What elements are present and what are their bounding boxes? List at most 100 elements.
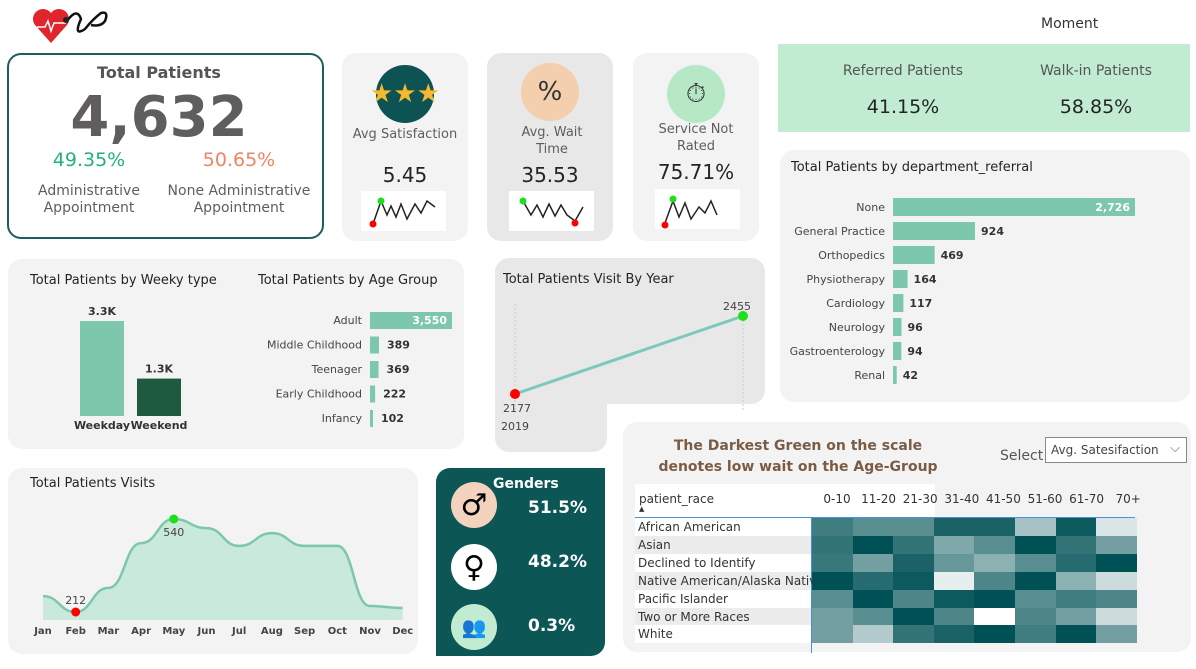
heatmap-cell[interactable] <box>812 571 853 590</box>
heatmap-cell[interactable] <box>933 553 975 572</box>
heatmap-cell[interactable] <box>1055 589 1097 608</box>
admin-label: Administrative Appointment <box>38 183 140 216</box>
kpi-value: 35.53 <box>521 163 579 187</box>
percent-clock-icon: % <box>521 63 579 121</box>
data-label: 2455 <box>723 300 751 313</box>
category-label: None <box>856 201 885 214</box>
heatmap-cell[interactable] <box>1055 518 1097 536</box>
heatmap-cell[interactable] <box>1015 553 1056 572</box>
heatmap-cell[interactable] <box>852 589 894 608</box>
heatmap-cell[interactable] <box>852 571 894 590</box>
heatmap-cell[interactable] <box>812 535 853 554</box>
row-label: White <box>638 627 673 642</box>
heatmap-cell[interactable] <box>1015 589 1056 608</box>
category-label: Infancy <box>322 412 363 425</box>
heatmap-cell[interactable] <box>893 553 934 572</box>
gender-value: 48.2% <box>528 552 587 572</box>
category-label: Teenager <box>311 363 363 376</box>
heatmap-cell[interactable] <box>974 607 1015 626</box>
kpi-label: Avg. Wait Time <box>521 125 583 157</box>
heatmap-cell[interactable] <box>933 589 975 608</box>
heatmap-cell[interactable] <box>893 589 934 608</box>
select-value: Avg. Satesifaction <box>1051 443 1159 457</box>
gender-value: 0.3% <box>528 616 576 636</box>
group-icon: 👥 <box>451 604 497 650</box>
series-line <box>42 517 403 614</box>
column-header: 11-20 <box>861 492 897 506</box>
heatmap-cell[interactable] <box>893 518 934 536</box>
moment-label: Moment <box>1041 16 1099 32</box>
heatmap-cell[interactable] <box>933 571 975 590</box>
data-label: 94 <box>907 345 923 358</box>
heatmap-cell[interactable] <box>852 518 894 536</box>
data-label: 3,550 <box>412 314 447 327</box>
heatmap-cell[interactable] <box>893 607 934 626</box>
heatmap-cell[interactable] <box>1096 589 1137 608</box>
heatmap-cell[interactable] <box>974 625 1015 644</box>
heatmap-cell[interactable] <box>1015 535 1056 554</box>
row-header[interactable]: patient_race <box>639 492 714 506</box>
table-row: Asian <box>635 535 811 554</box>
heatmap-cell[interactable] <box>852 625 894 644</box>
max-point <box>169 514 179 524</box>
heatmap-cell[interactable] <box>1055 571 1097 590</box>
heatmap-cell[interactable] <box>974 518 1015 536</box>
heatmap-cell[interactable] <box>852 607 894 626</box>
heatmap-cell[interactable] <box>1055 535 1097 554</box>
heatmap-cell[interactable] <box>1096 607 1137 626</box>
monthly-chart: Total Patients Visits 212 540 Jan Feb Mar Apr… <box>8 468 418 654</box>
heatmap-cell[interactable] <box>1015 518 1056 536</box>
heatmap-cell[interactable] <box>852 535 894 554</box>
heatmap-cell[interactable] <box>812 518 853 536</box>
walkin-label: Walk-in Patients <box>1040 63 1152 79</box>
heatmap-cell[interactable] <box>812 607 853 626</box>
heatmap-cell[interactable] <box>974 535 1015 554</box>
bar <box>893 342 902 360</box>
heatmap-cell[interactable] <box>974 589 1015 608</box>
bar <box>80 321 124 416</box>
heatmap-cell[interactable] <box>812 625 853 644</box>
heatmap-cell[interactable] <box>852 553 894 572</box>
heatmap-cell[interactable] <box>1055 553 1097 572</box>
heatmap-cell[interactable] <box>1096 571 1137 590</box>
heatmap-cell[interactable] <box>1015 625 1056 644</box>
heatmap-cell[interactable] <box>812 589 853 608</box>
heatmap-cell[interactable] <box>1096 625 1137 644</box>
heatmap-cell[interactable] <box>893 625 934 644</box>
heatmap-cell[interactable] <box>1055 607 1097 626</box>
table-row: Pacific Islander <box>635 589 811 608</box>
heatmap-cell[interactable] <box>1015 607 1056 626</box>
heatmap-cell[interactable] <box>1055 625 1097 644</box>
row-label: Native American/Alaska Native <box>638 573 824 588</box>
heatmap-cell[interactable] <box>933 535 975 554</box>
heatmap-cell[interactable] <box>812 553 853 572</box>
bar <box>893 222 976 240</box>
category-label: Gastroenterology <box>790 345 886 358</box>
heatmap-cell[interactable] <box>933 625 975 644</box>
heatmap-cell[interactable] <box>1096 535 1137 554</box>
data-label: 540 <box>163 526 184 539</box>
heatmap-cell[interactable] <box>893 571 934 590</box>
heatmap-cell[interactable] <box>893 535 934 554</box>
heatmap-cell[interactable] <box>974 571 1015 590</box>
heatmap-cell[interactable] <box>974 553 1015 572</box>
table-row: Two or More Races <box>635 607 811 626</box>
sort-icon: ▲ <box>639 505 645 513</box>
data-label: 389 <box>387 339 410 352</box>
heatmap-cell[interactable] <box>933 607 975 626</box>
total-patients-title: Total Patients <box>97 63 221 82</box>
total-patients-value: 4,632 <box>70 85 248 150</box>
table-row: Declined to Identify <box>635 553 811 572</box>
genders-card: Genders ♂ 51.5% ♀ 48.2% 👥 0.3% <box>436 468 605 656</box>
data-label: 924 <box>981 225 1004 238</box>
department-chart: Total Patients by department_referral No… <box>780 150 1190 402</box>
heatmap-cell[interactable] <box>933 518 975 536</box>
row-label: African American <box>638 520 741 534</box>
heatmap-cell[interactable] <box>1096 518 1137 536</box>
weekly-age-panel: Total Patients by Weeky type Total Patie… <box>8 259 464 449</box>
row-label: Pacific Islander <box>638 591 728 606</box>
heatmap-cell[interactable] <box>1015 571 1056 590</box>
referred-label: Referred Patients <box>842 63 964 79</box>
metric-select[interactable]: Avg. Satesifaction ⌵ <box>1045 437 1187 463</box>
heatmap-cell[interactable] <box>1096 553 1137 572</box>
